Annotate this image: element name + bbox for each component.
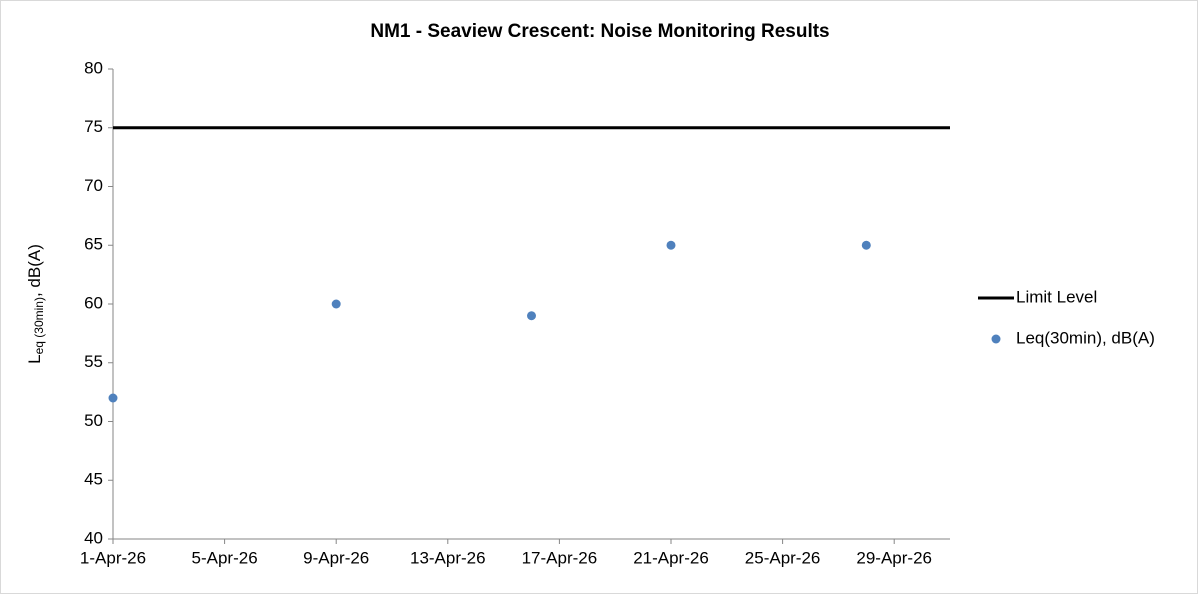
x-tick-label: 29-Apr-26 (856, 548, 932, 567)
y-tick-label: 50 (84, 411, 103, 430)
y-tick-label: 70 (84, 176, 103, 195)
y-tick-label: 45 (84, 470, 103, 489)
data-point (861, 240, 871, 250)
x-tick-label: 25-Apr-26 (745, 548, 821, 567)
x-tick-label: 1-Apr-26 (80, 548, 146, 567)
legend-swatch (991, 334, 1001, 344)
data-point (108, 393, 118, 403)
data-point (666, 240, 676, 250)
y-label-suffix: , dB(A) (25, 244, 44, 297)
chart-title: NM1 - Seaview Crescent: Noise Monitoring… (370, 21, 829, 42)
y-tick-label: 65 (84, 235, 103, 254)
data-point (527, 311, 536, 321)
y-tick-label: 75 (84, 117, 103, 136)
x-tick-label: 21-Apr-26 (633, 548, 709, 567)
x-tick-label: 13-Apr-26 (410, 548, 486, 567)
legend-label: Leq(30min), dB(A) (1016, 328, 1155, 347)
data-point (331, 299, 341, 309)
y-axis-label: Leq (30min), dB(A) (25, 244, 46, 364)
x-tick-label: 17-Apr-26 (522, 548, 598, 567)
y-label-subscript: eq (30min) (32, 297, 46, 354)
x-tick-label: 5-Apr-26 (192, 548, 258, 567)
y-tick-label: 60 (84, 293, 103, 312)
y-tick-label: 55 (84, 352, 103, 371)
y-tick-label: 40 (84, 528, 103, 547)
y-tick-label: 80 (84, 58, 103, 77)
y-label-main: L (25, 354, 44, 363)
x-tick-label: 9-Apr-26 (303, 548, 369, 567)
legend-label: Limit Level (1016, 287, 1097, 306)
